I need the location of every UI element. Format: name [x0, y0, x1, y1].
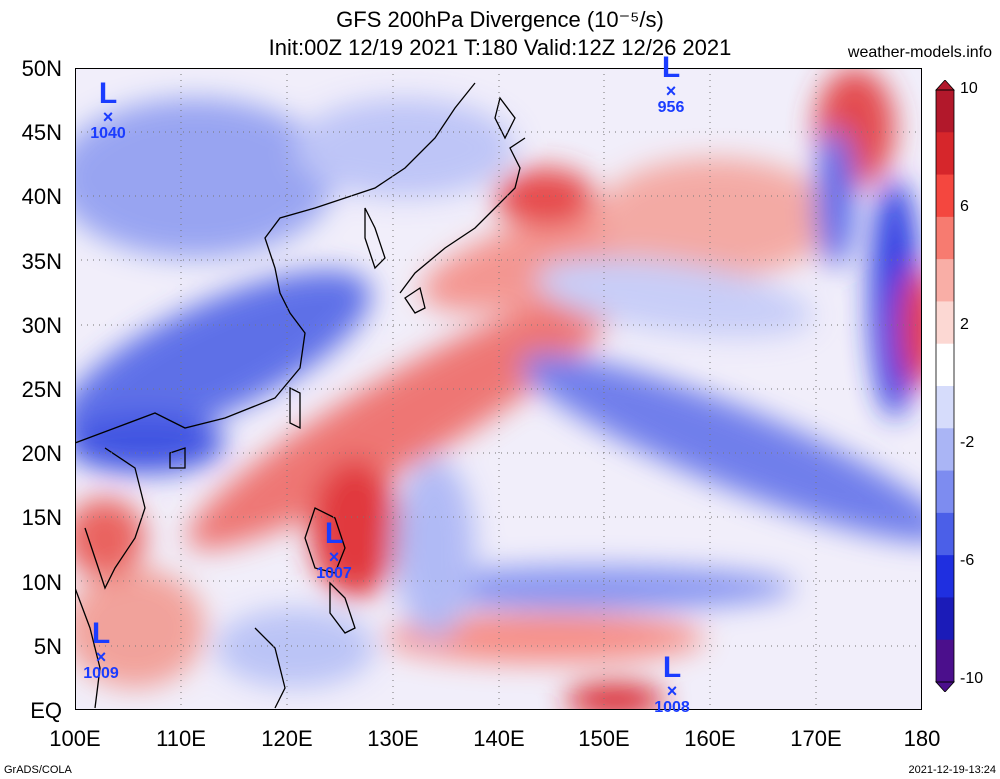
low-pressure-value: 1040 — [90, 125, 126, 142]
lon-label: 150E — [578, 726, 630, 751]
low-symbol: L — [324, 517, 344, 550]
lat-label: EQ — [30, 698, 62, 723]
colorbar-swatch — [936, 512, 954, 556]
low-symbol: L — [662, 651, 682, 684]
lon-label: 140E — [473, 726, 525, 751]
colorbar — [935, 80, 955, 692]
low-center-mark: × — [95, 647, 107, 667]
colorbar-swatch — [936, 90, 954, 133]
colorbar-swatch — [936, 259, 954, 302]
lat-label: 25N — [21, 377, 62, 402]
colorbar-label: -10 — [960, 670, 984, 687]
lon-label: 170E — [790, 726, 842, 751]
lat-label: 5N — [33, 634, 62, 659]
lat-label: 40N — [21, 184, 62, 209]
source-label: weather-models.info — [847, 44, 992, 61]
low-center-mark: × — [666, 681, 678, 701]
lat-label: 15N — [21, 505, 62, 530]
colorbar-swatch — [936, 343, 954, 387]
low-pressure-value: 1007 — [316, 565, 352, 582]
colorbar-top-arrow — [935, 80, 955, 91]
colorbar-swatch — [936, 470, 954, 514]
low-pressure-marker: L × 1040 — [80, 77, 136, 142]
lat-label: 30N — [21, 313, 62, 338]
map-title: GFS 200hPa Divergence (10⁻⁵/s) — [336, 7, 664, 32]
colorbar-swatch — [936, 174, 954, 218]
colorbar-swatch — [936, 301, 954, 345]
lon-label: 180 — [903, 726, 941, 751]
colorbar-bottom-arrow — [935, 681, 955, 692]
colorbar-swatch — [936, 216, 954, 260]
low-pressure-marker: L × 1007 — [306, 517, 362, 582]
low-center-mark: × — [102, 107, 114, 127]
lat-label: 10N — [21, 570, 62, 595]
colorbar-swatch — [936, 555, 954, 598]
lat-label: 35N — [21, 249, 62, 274]
lon-label: 130E — [367, 726, 419, 751]
colorbar-label: -2 — [960, 434, 975, 451]
colorbar-swatch — [936, 597, 954, 641]
lon-label: 100E — [49, 726, 101, 751]
footer-credit: GrADS/COLA — [4, 764, 72, 776]
lat-label: 50N — [21, 56, 62, 81]
colorbar-label: 6 — [960, 198, 969, 215]
low-symbol: L — [91, 617, 111, 650]
low-center-mark: × — [665, 81, 677, 101]
map-subtitle: Init:00Z 12/19 2021 T:180 Valid:12Z 12/2… — [268, 35, 732, 60]
low-pressure-marker: L × 1008 — [642, 651, 702, 716]
colorbar-swatch — [936, 386, 954, 429]
colorbar-label: -6 — [960, 552, 975, 569]
low-center-mark: × — [328, 547, 340, 567]
colorbar-swatch — [936, 428, 954, 472]
low-pressure-value: 1009 — [83, 665, 119, 682]
lat-label: 45N — [21, 120, 62, 145]
colorbar-label: 10 — [960, 80, 978, 97]
colorbar-label: 2 — [960, 316, 969, 333]
colorbar-frame — [935, 89, 955, 683]
colorbar-swatch — [936, 132, 954, 176]
low-pressure-marker: L × 956 — [646, 51, 696, 116]
lon-label: 160E — [684, 726, 736, 751]
low-pressure-value: 956 — [657, 99, 685, 116]
footer-timestamp: 2021-12-19-13:24 — [908, 764, 996, 776]
divergence-map — [75, 68, 922, 710]
low-pressure-value: 1008 — [654, 699, 690, 716]
low-symbol: L — [98, 77, 118, 110]
lon-label: 110E — [156, 726, 206, 751]
lon-label: 120E — [261, 726, 313, 751]
low-pressure-marker: L × 1009 — [73, 617, 129, 682]
colorbar-swatch — [936, 639, 954, 683]
lat-label: 20N — [21, 441, 62, 466]
low-symbol: L — [661, 51, 681, 84]
